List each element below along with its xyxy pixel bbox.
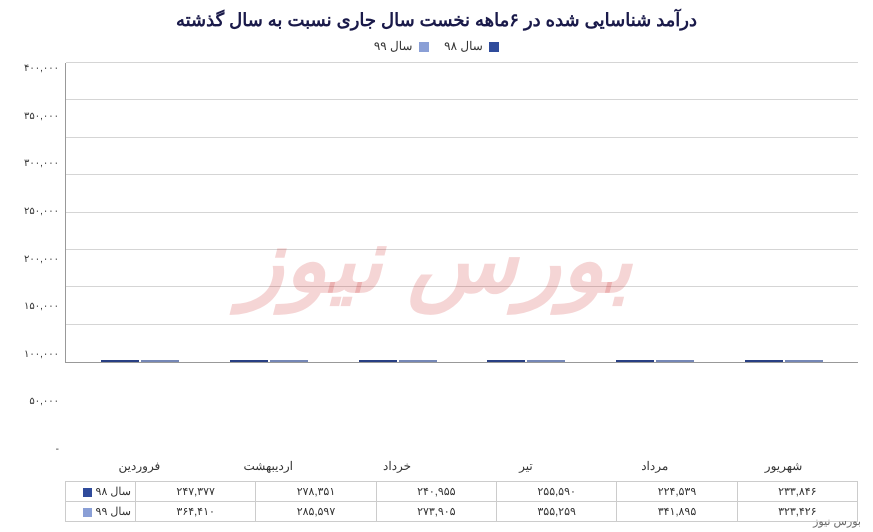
- row-header: سال ۹۸: [66, 482, 136, 502]
- x-label: اردیبهشت: [204, 459, 333, 473]
- bar: [616, 360, 654, 362]
- bar-group: [487, 360, 565, 362]
- bar-group: [101, 360, 179, 362]
- legend-label-98: سال ۹۸: [444, 39, 483, 53]
- y-axis: ۴۰۰,۰۰۰ ۳۵۰,۰۰۰ ۳۰۰,۰۰۰ ۲۵۰,۰۰۰ ۲۰۰,۰۰۰ ۱۵۰,۰…: [15, 63, 65, 455]
- x-label: تیر: [461, 459, 590, 473]
- chart-area: ۴۰۰,۰۰۰ ۳۵۰,۰۰۰ ۳۰۰,۰۰۰ ۲۵۰,۰۰۰ ۲۰۰,۰۰۰ ۱۵۰,۰…: [15, 63, 858, 455]
- row-swatch: [83, 508, 92, 517]
- grid-line: [66, 174, 858, 175]
- bar: [785, 360, 823, 362]
- bar: [745, 360, 783, 362]
- legend-label-99: سال ۹۹: [374, 39, 413, 53]
- y-tick: ۲۰۰,۰۰۰: [24, 254, 59, 265]
- bar: [656, 360, 694, 362]
- x-label: مرداد: [590, 459, 719, 473]
- table-cell: ۲۸۵,۵۹۷: [256, 502, 376, 522]
- y-tick: ۵۰,۰۰۰: [29, 396, 59, 407]
- grid-line: [66, 137, 858, 138]
- plot-area: [65, 63, 858, 363]
- x-axis: فروردیناردیبهشتخردادتیرمردادشهریور: [65, 455, 858, 481]
- y-tick: ۳۰۰,۰۰۰: [24, 158, 59, 169]
- legend-swatch-98: [489, 42, 499, 52]
- bar: [359, 360, 397, 362]
- grid-line: [66, 212, 858, 213]
- x-label: فروردین: [75, 459, 204, 473]
- row-header: سال ۹۹: [66, 502, 136, 522]
- bar-group: [745, 360, 823, 362]
- table-cell: ۳۴۱,۸۹۵: [617, 502, 737, 522]
- source-label: بورس نیوز: [813, 515, 861, 528]
- grid-line: [66, 62, 858, 63]
- y-tick: ۳۵۰,۰۰۰: [24, 111, 59, 122]
- grid-line: [66, 99, 858, 100]
- bar-group: [230, 360, 308, 362]
- bar: [487, 360, 525, 362]
- table-cell: ۲۷۸,۳۵۱: [256, 482, 376, 502]
- grid-line: [66, 249, 858, 250]
- table-cell: ۳۶۴,۴۱۰: [136, 502, 256, 522]
- chart-legend: سال ۹۸ سال ۹۹: [15, 39, 858, 53]
- x-label: خرداد: [333, 459, 462, 473]
- bar: [270, 360, 308, 362]
- legend-item-99: سال ۹۹: [374, 39, 429, 53]
- table-cell: ۲۴۰,۹۵۵: [376, 482, 496, 502]
- bar-group: [359, 360, 437, 362]
- table-cell: ۳۵۵,۲۵۹: [496, 502, 616, 522]
- legend-item-98: سال ۹۸: [444, 39, 499, 53]
- y-tick: ۴۰۰,۰۰۰: [24, 63, 59, 74]
- table-row: سال ۹۸۲۴۷,۳۷۷۲۷۸,۳۵۱۲۴۰,۹۵۵۲۵۵,۵۹۰۲۲۴,۵۳…: [66, 482, 858, 502]
- table-cell: ۲۲۴,۵۳۹: [617, 482, 737, 502]
- grid-line: [66, 286, 858, 287]
- bar: [399, 360, 437, 362]
- legend-swatch-99: [419, 42, 429, 52]
- chart-title: درآمد شناسایی شده در ۶ماهه نخست سال جاری…: [15, 10, 858, 31]
- bar: [101, 360, 139, 362]
- y-tick: -: [56, 444, 59, 455]
- y-tick: ۲۵۰,۰۰۰: [24, 206, 59, 217]
- table-cell: ۲۴۷,۳۷۷: [136, 482, 256, 502]
- data-table: سال ۹۸۲۴۷,۳۷۷۲۷۸,۳۵۱۲۴۰,۹۵۵۲۵۵,۵۹۰۲۲۴,۵۳…: [65, 481, 858, 522]
- row-swatch: [83, 488, 92, 497]
- x-label: شهریور: [719, 459, 848, 473]
- bar-group: [616, 360, 694, 362]
- table-row: سال ۹۹۳۶۴,۴۱۰۲۸۵,۵۹۷۲۷۳,۹۰۵۳۵۵,۲۵۹۳۴۱,۸۹…: [66, 502, 858, 522]
- bar: [230, 360, 268, 362]
- grid-line: [66, 324, 858, 325]
- table-cell: ۲۷۳,۹۰۵: [376, 502, 496, 522]
- bar: [527, 360, 565, 362]
- bar: [141, 360, 179, 362]
- y-tick: ۱۰۰,۰۰۰: [24, 349, 59, 360]
- table-cell: ۲۳۳,۸۴۶: [737, 482, 857, 502]
- table-cell: ۲۵۵,۵۹۰: [496, 482, 616, 502]
- y-tick: ۱۵۰,۰۰۰: [24, 301, 59, 312]
